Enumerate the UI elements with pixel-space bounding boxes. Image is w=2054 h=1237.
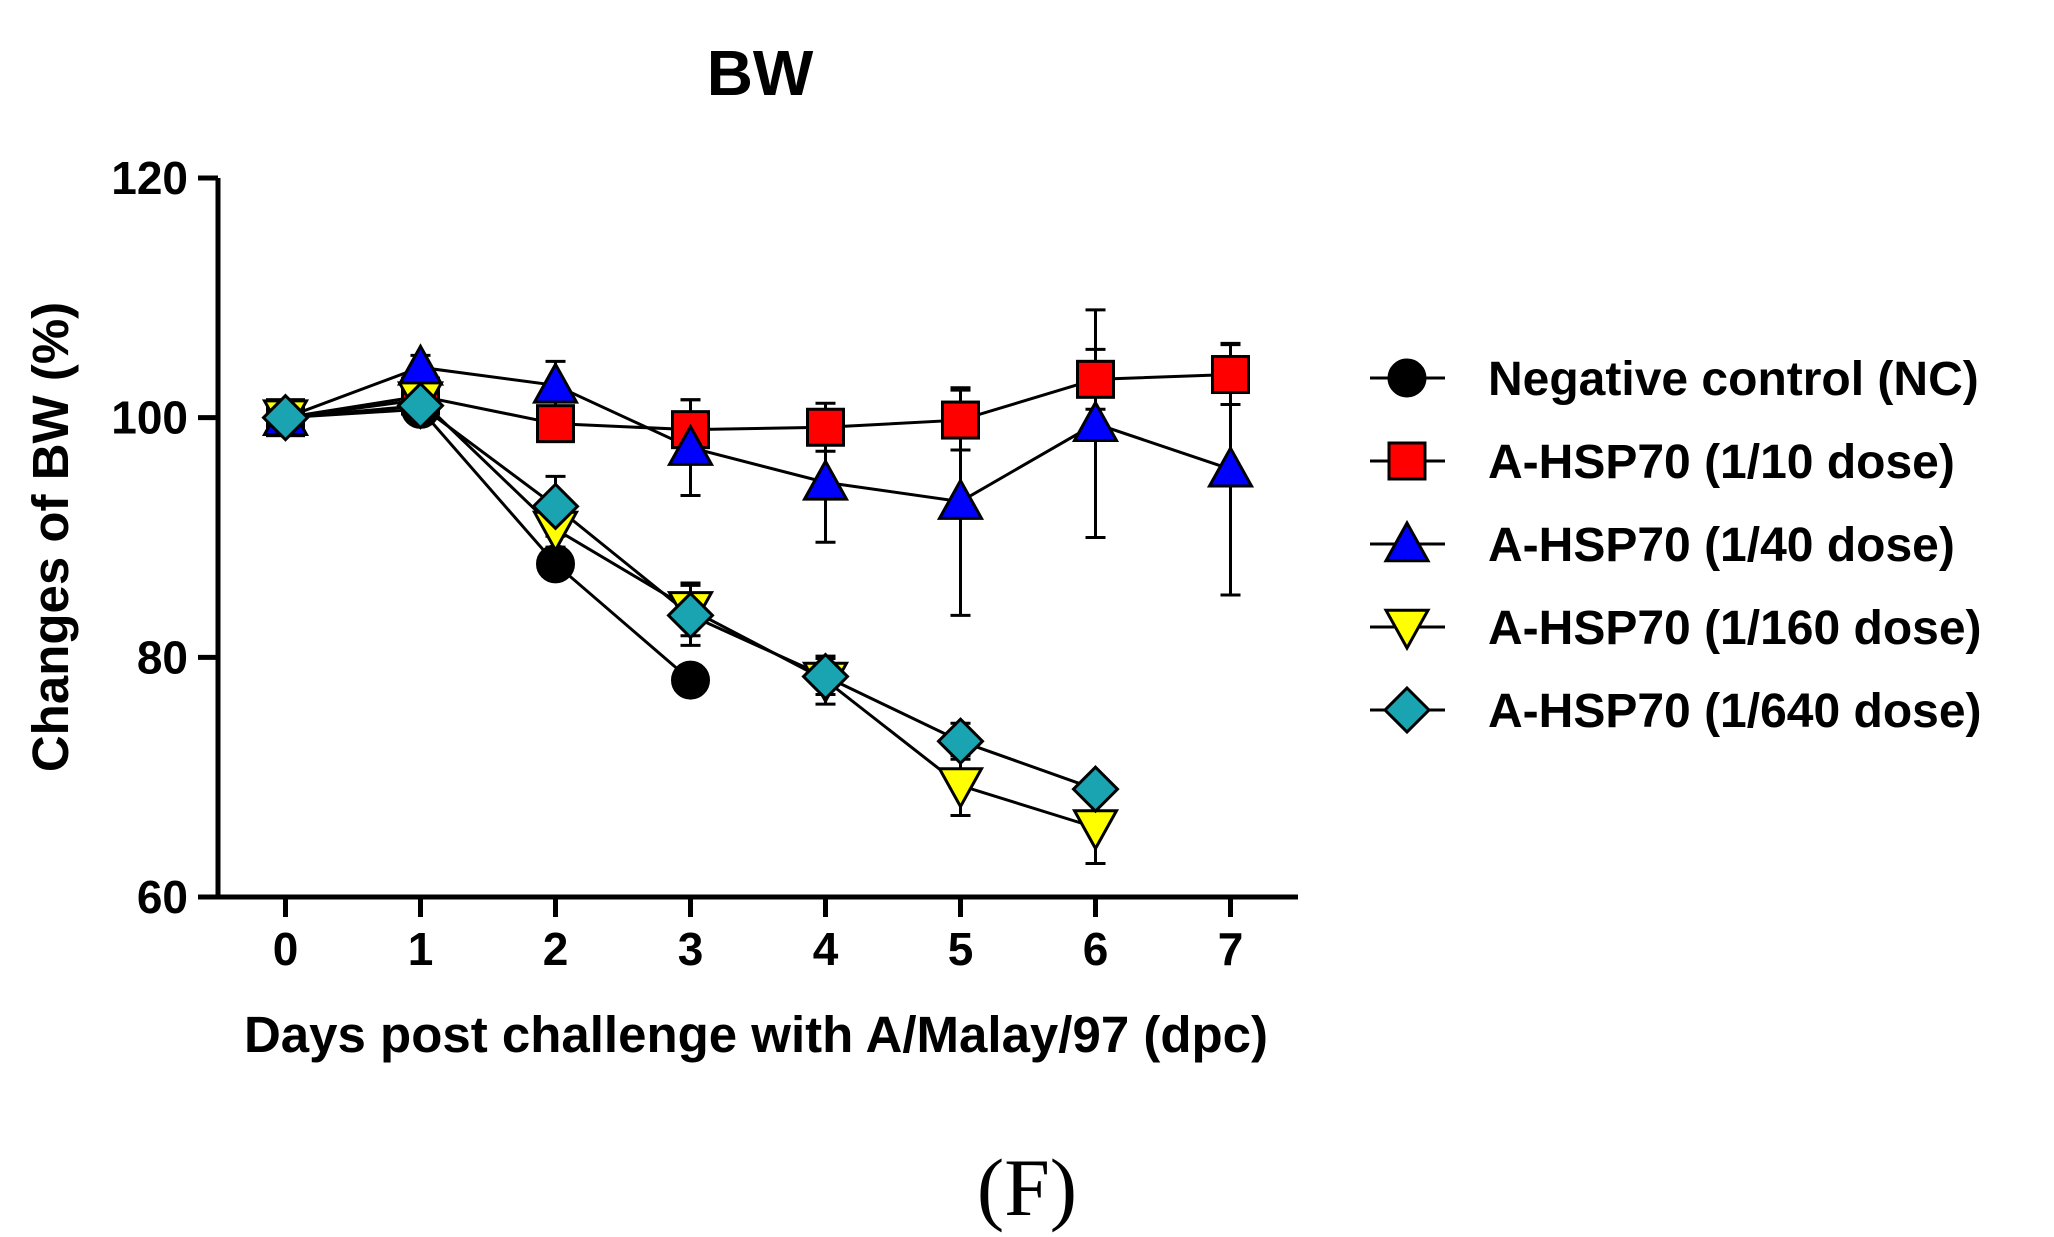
legend: Negative control (NC) A-HSP70 (1/10 dose)… xyxy=(1370,353,1982,738)
data-point xyxy=(1071,809,1120,852)
x-tick-label: 1 xyxy=(408,923,434,975)
data-point xyxy=(396,381,445,430)
data-point xyxy=(261,393,310,442)
x-tick-label: 6 xyxy=(1083,923,1109,975)
legend-label: A-HSP70 (1/640 dose) xyxy=(1488,685,1982,738)
x-tick-label: 0 xyxy=(273,923,299,975)
x-tick-label: 2 xyxy=(543,923,569,975)
y-tick-label: 60 xyxy=(137,871,188,923)
data-point xyxy=(801,652,850,701)
legend-item: A-HSP70 (1/40 dose) xyxy=(1370,519,1955,572)
data-point xyxy=(396,343,445,386)
x-tick-label: 7 xyxy=(1218,923,1244,975)
legend-label: Negative control (NC) xyxy=(1488,353,1979,406)
series-line-1 xyxy=(285,373,1231,432)
legend-marker xyxy=(1383,608,1431,652)
data-point xyxy=(531,482,580,531)
legend-marker xyxy=(1383,519,1431,563)
x-tick-label: 3 xyxy=(678,923,704,975)
axes: 60 80 100 120 0 1 2 3 4 5 6 7 xyxy=(111,152,1298,975)
data-point xyxy=(531,361,580,404)
markers xyxy=(261,343,1255,852)
data-point xyxy=(1071,399,1120,442)
x-axis-label: Days post challenge with A/Malay/97 (dpc… xyxy=(244,1006,1268,1063)
data-point xyxy=(666,591,715,640)
legend-item: A-HSP70 (1/160 dose) xyxy=(1370,602,1982,655)
data-point xyxy=(941,400,980,440)
y-tick-label: 80 xyxy=(137,631,188,683)
y-axis-label: Changes of BW (%) xyxy=(22,302,79,772)
legend-item: A-HSP70 (1/640 dose) xyxy=(1370,685,1982,738)
error-bars xyxy=(410,308,1241,865)
legend-item: Negative control (NC) xyxy=(1370,353,1979,406)
data-point xyxy=(536,404,575,444)
chart-title: BW xyxy=(707,37,814,109)
data-point xyxy=(1206,445,1255,488)
legend-label: A-HSP70 (1/10 dose) xyxy=(1488,436,1955,489)
legend-marker xyxy=(1387,358,1427,398)
data-point xyxy=(806,407,845,447)
legend-label: A-HSP70 (1/40 dose) xyxy=(1488,519,1955,572)
data-point xyxy=(1076,359,1115,399)
x-tick-label: 5 xyxy=(948,923,974,975)
panel-label: (F) xyxy=(977,1142,1077,1233)
series-line-2 xyxy=(284,365,1231,504)
y-tick-label: 120 xyxy=(111,152,188,204)
data-point xyxy=(936,767,985,810)
legend-label: A-HSP70 (1/160 dose) xyxy=(1488,602,1982,655)
data-point xyxy=(671,660,710,700)
data-point xyxy=(1211,355,1250,395)
data-point xyxy=(1071,765,1120,814)
data-point xyxy=(801,458,850,501)
data-point xyxy=(936,717,985,766)
data-point xyxy=(666,423,715,466)
legend-marker xyxy=(1387,441,1427,481)
legend-marker xyxy=(1382,685,1432,735)
legend-item: A-HSP70 (1/10 dose) xyxy=(1370,436,1955,489)
data-point xyxy=(936,477,985,520)
y-tick-label: 100 xyxy=(111,392,188,444)
series-line-0 xyxy=(285,407,692,682)
x-tick-label: 4 xyxy=(813,923,839,975)
